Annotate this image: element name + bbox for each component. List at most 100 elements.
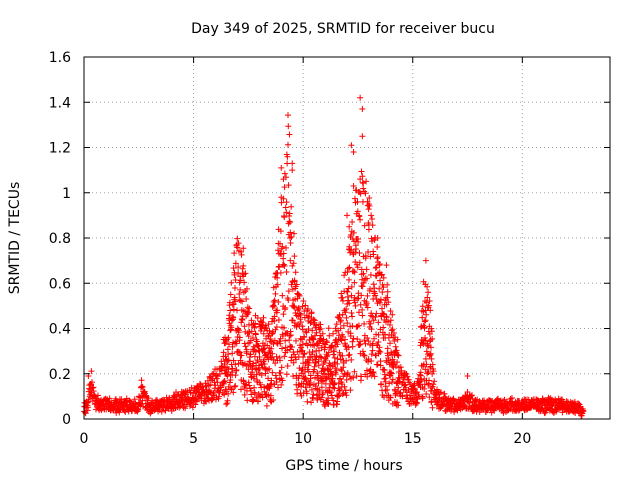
data-point (350, 374, 357, 381)
data-point (374, 361, 381, 368)
data-point (384, 345, 391, 352)
data-point (376, 344, 383, 351)
data-point (235, 327, 242, 334)
data-point (286, 337, 293, 344)
data-point (316, 338, 323, 345)
data-point (304, 342, 311, 349)
data-point (228, 324, 235, 331)
data-point (303, 329, 310, 336)
data-point (365, 338, 372, 345)
data-point (251, 384, 258, 391)
data-point (126, 398, 133, 405)
data-point (241, 391, 248, 398)
data-point (339, 294, 346, 301)
data-point (350, 335, 357, 342)
data-point (383, 262, 390, 269)
data-point (373, 264, 380, 271)
data-point (427, 351, 434, 358)
data-point (281, 324, 288, 331)
data-point (297, 319, 304, 326)
data-point (351, 279, 358, 286)
data-point (365, 201, 372, 208)
data-point (283, 244, 290, 251)
data-point (242, 343, 249, 350)
data-point (385, 318, 392, 325)
data-point (363, 367, 370, 374)
data-point (243, 346, 250, 353)
data-point (238, 316, 245, 323)
data-point (383, 314, 390, 321)
data-point (291, 253, 298, 260)
data-point (571, 398, 578, 405)
data-point (279, 243, 286, 250)
data-point (355, 309, 362, 316)
data-point (252, 320, 259, 327)
data-point (244, 304, 251, 311)
data-point (367, 285, 374, 292)
data-point (324, 339, 331, 346)
data-point (345, 285, 352, 292)
data-point (254, 357, 261, 364)
data-point (341, 383, 348, 390)
data-point (384, 294, 391, 301)
data-point (438, 389, 445, 396)
data-point (307, 372, 314, 379)
data-point (323, 338, 330, 345)
y-tick-label: 0.8 (49, 231, 71, 247)
data-point (395, 402, 402, 409)
x-tick-label: 0 (80, 431, 89, 447)
data-point (387, 369, 394, 376)
data-point (324, 352, 331, 359)
data-point (145, 395, 152, 402)
data-point (387, 317, 394, 324)
data-point (372, 292, 379, 299)
data-point (326, 332, 333, 339)
data-point (364, 373, 371, 380)
data-point (348, 292, 355, 299)
data-point (273, 378, 280, 385)
data-point (394, 399, 401, 406)
y-tick-label: 0.4 (49, 322, 71, 338)
data-point (309, 327, 316, 334)
data-point (305, 326, 312, 333)
data-point (287, 332, 294, 339)
data-point (369, 369, 376, 376)
data-point (328, 343, 335, 350)
data-point (469, 392, 476, 399)
data-point (427, 350, 434, 357)
data-point (271, 303, 278, 310)
data-point (223, 401, 230, 408)
data-point (216, 393, 223, 400)
data-point (232, 382, 239, 389)
data-point (378, 271, 385, 278)
data-point (304, 306, 311, 313)
y-tick-label: 1 (62, 186, 71, 202)
data-point (216, 370, 223, 377)
data-point (254, 315, 261, 322)
data-point (328, 372, 335, 379)
data-point (270, 302, 277, 309)
data-point (260, 346, 267, 353)
data-point (234, 235, 241, 242)
data-point (314, 342, 321, 349)
data-point (225, 334, 232, 341)
data-point (308, 399, 315, 406)
data-point (302, 302, 309, 309)
data-point (288, 203, 295, 210)
data-point (428, 328, 435, 335)
data-point (374, 244, 381, 251)
data-point (304, 398, 311, 405)
data-point (428, 344, 435, 351)
data-point (386, 380, 393, 387)
data-point (372, 314, 379, 321)
x-tick-label: 20 (513, 431, 531, 447)
data-point (271, 313, 278, 320)
data-point (400, 376, 407, 383)
data-point (367, 320, 374, 327)
data-point (364, 335, 371, 342)
data-point (248, 391, 255, 398)
data-point (368, 351, 375, 358)
data-point (258, 371, 265, 378)
data-point (232, 298, 239, 305)
data-point (417, 378, 424, 385)
